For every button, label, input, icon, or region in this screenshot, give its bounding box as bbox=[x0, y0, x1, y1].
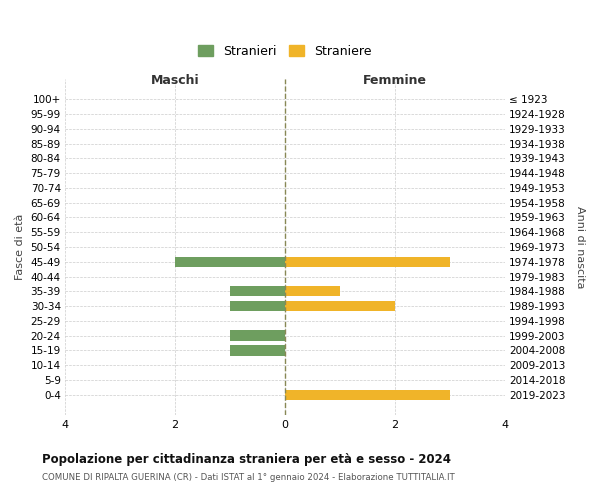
Bar bbox=[230, 345, 285, 356]
Bar bbox=[230, 301, 285, 311]
Bar bbox=[230, 330, 285, 341]
Bar bbox=[285, 390, 449, 400]
Text: COMUNE DI RIPALTA GUERINA (CR) - Dati ISTAT al 1° gennaio 2024 - Elaborazione TU: COMUNE DI RIPALTA GUERINA (CR) - Dati IS… bbox=[42, 472, 455, 482]
Text: Maschi: Maschi bbox=[151, 74, 199, 88]
Bar bbox=[285, 301, 395, 311]
Text: Popolazione per cittadinanza straniera per età e sesso - 2024: Popolazione per cittadinanza straniera p… bbox=[42, 452, 451, 466]
Bar bbox=[175, 256, 285, 267]
Bar bbox=[230, 286, 285, 296]
Text: Femmine: Femmine bbox=[363, 74, 427, 88]
Bar bbox=[285, 256, 449, 267]
Legend: Stranieri, Straniere: Stranieri, Straniere bbox=[194, 42, 376, 62]
Y-axis label: Anni di nascita: Anni di nascita bbox=[575, 206, 585, 288]
Bar bbox=[285, 286, 340, 296]
Y-axis label: Fasce di età: Fasce di età bbox=[15, 214, 25, 280]
